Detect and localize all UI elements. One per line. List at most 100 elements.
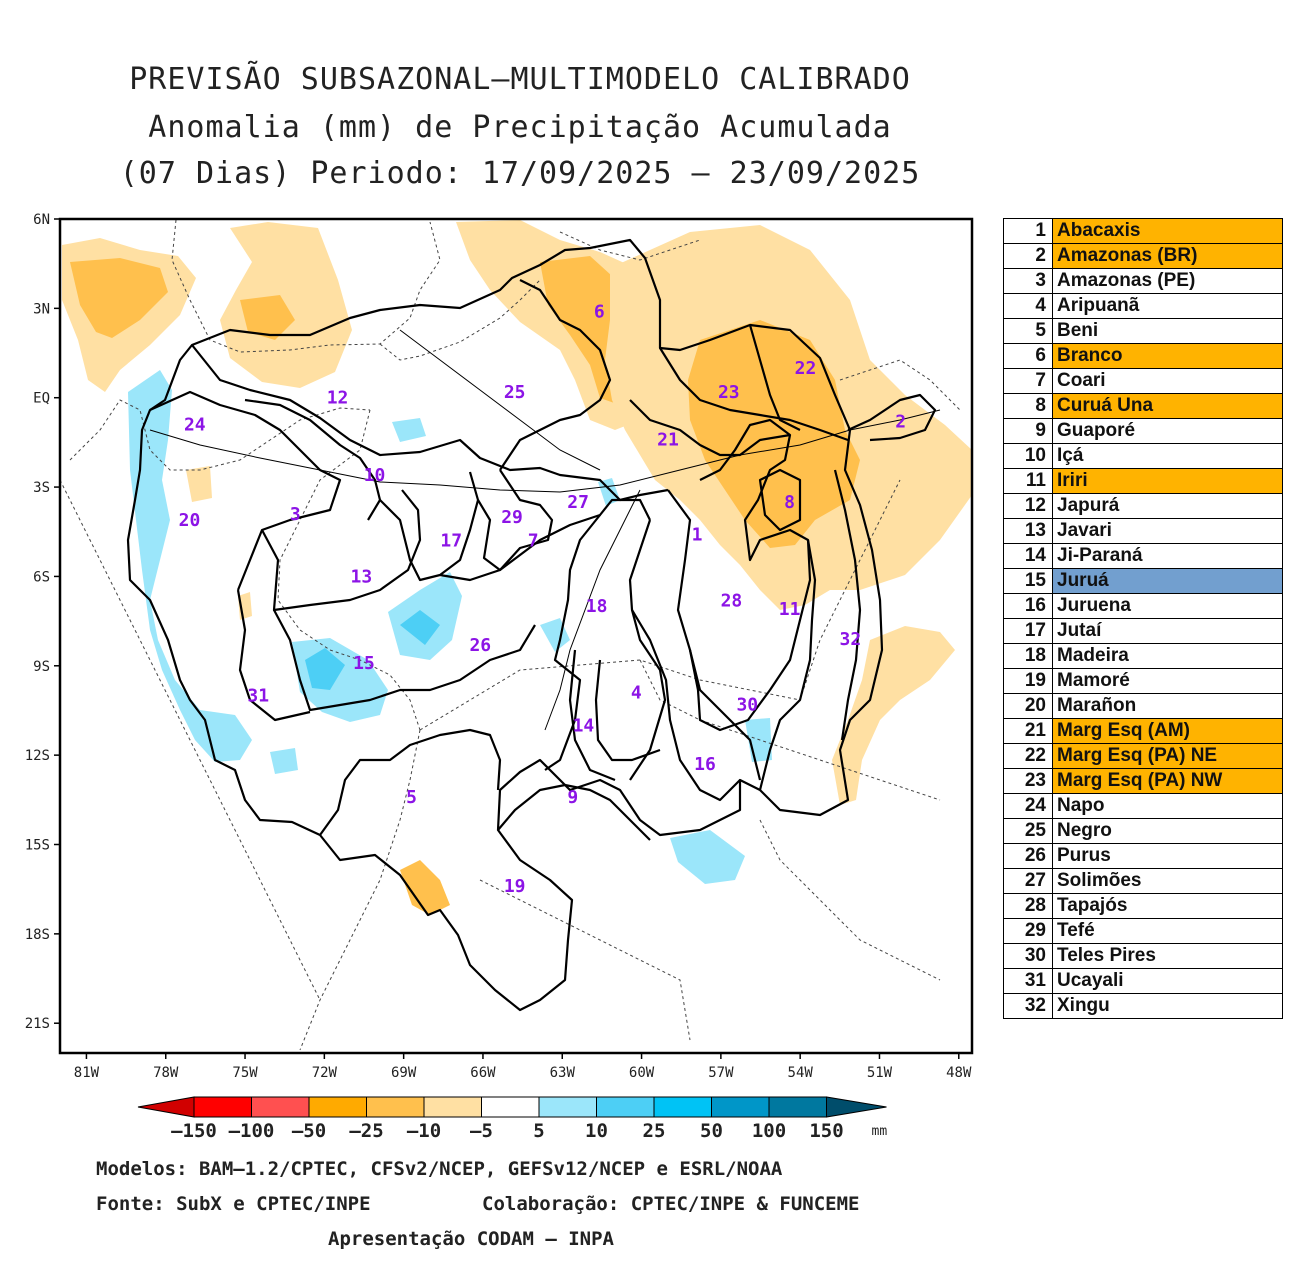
legend-number: 1 [1003,218,1053,244]
colorbar-label: 10 [585,1120,608,1142]
legend-row: 20 Marañon [1003,693,1283,719]
legend-row: 15 Juruá [1003,568,1283,594]
legend-basin-name: Negro [1052,818,1283,844]
basin-xingu-east [833,469,862,741]
precipitation-anomaly-map: 1234567891011121314151617181920212223242… [25,212,974,1081]
basin-label: 14 [573,715,595,736]
legend-basin-name: Marg Esq (PA) NW [1052,768,1283,794]
footer-models: Modelos: BAM–1.2/CPTEC, CFSv2/NCEP, GEFS… [96,1158,783,1180]
colorbar-label: –50 [292,1120,326,1142]
legend-row: 3 Amazonas (PE) [1003,268,1283,294]
basin-labels: 1234567891011121314151617181920212223242… [179,301,906,897]
latitude-axis: 6N 3N EQ 3S 6S 9S 12S 15S 18S 21S [25,212,60,1032]
basin-label: 1 [692,525,703,546]
colorbar-box [653,1096,712,1118]
colorbar-box [193,1096,252,1118]
border-guyana [559,231,701,261]
legend-number: 11 [1003,468,1053,494]
lat-tick-label: 18S [25,927,50,943]
legend-number: 18 [1003,643,1053,669]
river-negro [399,329,601,471]
legend-basin-name: Teles Pires [1052,943,1283,969]
legend-number: 19 [1003,668,1053,694]
legend-row: 14 Ji-Paraná [1003,543,1283,569]
legend-number: 24 [1003,793,1053,819]
lon-tick-label: 60W [629,1065,655,1081]
legend-row: 29 Tefé [1003,918,1283,944]
basin-label: 7 [528,531,539,552]
basin-aripuana [594,659,661,762]
legend-number: 32 [1003,993,1053,1019]
basin-label: 3 [290,504,301,525]
legend-basin-name: Tefé [1052,918,1283,944]
lon-tick-label: 66W [470,1065,496,1081]
title-line-2: Anomalia (mm) de Precipitação Acumulada [148,110,892,145]
legend-basin-name: Japurá [1052,493,1283,519]
basin-label: 30 [736,695,758,716]
colorbar-end-right [826,1096,887,1118]
dry-field-nw-core [70,258,168,338]
legend-row: 5 Beni [1003,318,1283,344]
legend-number: 29 [1003,918,1053,944]
basin-purus [439,498,651,582]
colorbar-box [423,1096,482,1118]
basin-label: 21 [657,429,679,450]
basin-marg-esq-pa-ne [748,324,801,431]
legend-basin-name: Amazonas (PE) [1052,268,1283,294]
footer-presentation: Apresentação CODAM – INPA [328,1228,614,1250]
basin-javari [261,489,422,612]
basin-label: 19 [504,876,526,897]
legend-number: 2 [1003,243,1053,269]
legend-basin-name: Juruá [1052,568,1283,594]
lat-tick-label: 6N [33,212,50,228]
rivers [149,329,941,731]
basin-juruena [631,609,741,802]
legend-basin-name: Içá [1052,443,1283,469]
lon-tick-label: 54W [788,1065,814,1081]
legend-row: 22 Marg Esq (PA) NE [1003,743,1283,769]
basin-trombetas [629,399,791,457]
colorbar-label: 5 [533,1120,544,1142]
basin-label: 24 [184,415,206,436]
legend-row: 23 Marg Esq (PA) NW [1003,768,1283,794]
colorbar-box [308,1096,367,1118]
footer-collaboration: Colaboração: CPTEC/INPE & FUNCEME [482,1193,860,1215]
dry-field-maranon [186,466,212,502]
border-coast-south-america [59,479,321,1001]
lat-tick-label: 21S [25,1016,50,1032]
border-brazil-states-3 [759,819,941,981]
lon-tick-label: 48W [946,1065,972,1081]
legend-row: 6 Branco [1003,343,1283,369]
colorbar-box [481,1096,540,1118]
legend-row: 7 Coari [1003,368,1283,394]
wet-field-guapore [670,830,745,884]
legend-number: 13 [1003,518,1053,544]
colorbar-box [366,1096,425,1118]
legend-row: 18 Madeira [1003,643,1283,669]
lat-tick-label: 3N [33,301,50,317]
basin-label: 17 [440,531,462,552]
legend-basin-name: Solimões [1052,868,1283,894]
legend-number: 14 [1003,543,1053,569]
basin-curua-una [758,468,802,532]
legend-basin-name: Curuá Una [1052,393,1283,419]
legend-basin-name: Aripuanã [1052,293,1283,319]
legend-row: 27 Solimões [1003,868,1283,894]
title-line-3: (07 Dias) Periodo: 17/09/2025 – 23/09/20… [119,156,921,191]
legend-basin-name: Madeira [1052,643,1283,669]
legend-basin-name: Amazonas (BR) [1052,243,1283,269]
basin-label: 18 [586,596,608,617]
basin-boundaries [126,238,937,1012]
legend-basin-name: Branco [1052,343,1283,369]
colorbar-box [596,1096,655,1118]
legend-row: 25 Negro [1003,818,1283,844]
legend-basin-name: Tapajós [1052,893,1283,919]
basin-label: 11 [779,599,801,620]
legend-number: 17 [1003,618,1053,644]
legend-number: 26 [1003,843,1053,869]
colorbar-label: 150 [809,1120,843,1142]
longitude-axis: 81W 78W 75W 72W 69W 66W 63W 60W 57W 54W 51W 48W [74,1053,972,1081]
basin-label: 10 [364,465,386,486]
colorbar-end-left [137,1096,195,1118]
legend-number: 27 [1003,868,1053,894]
